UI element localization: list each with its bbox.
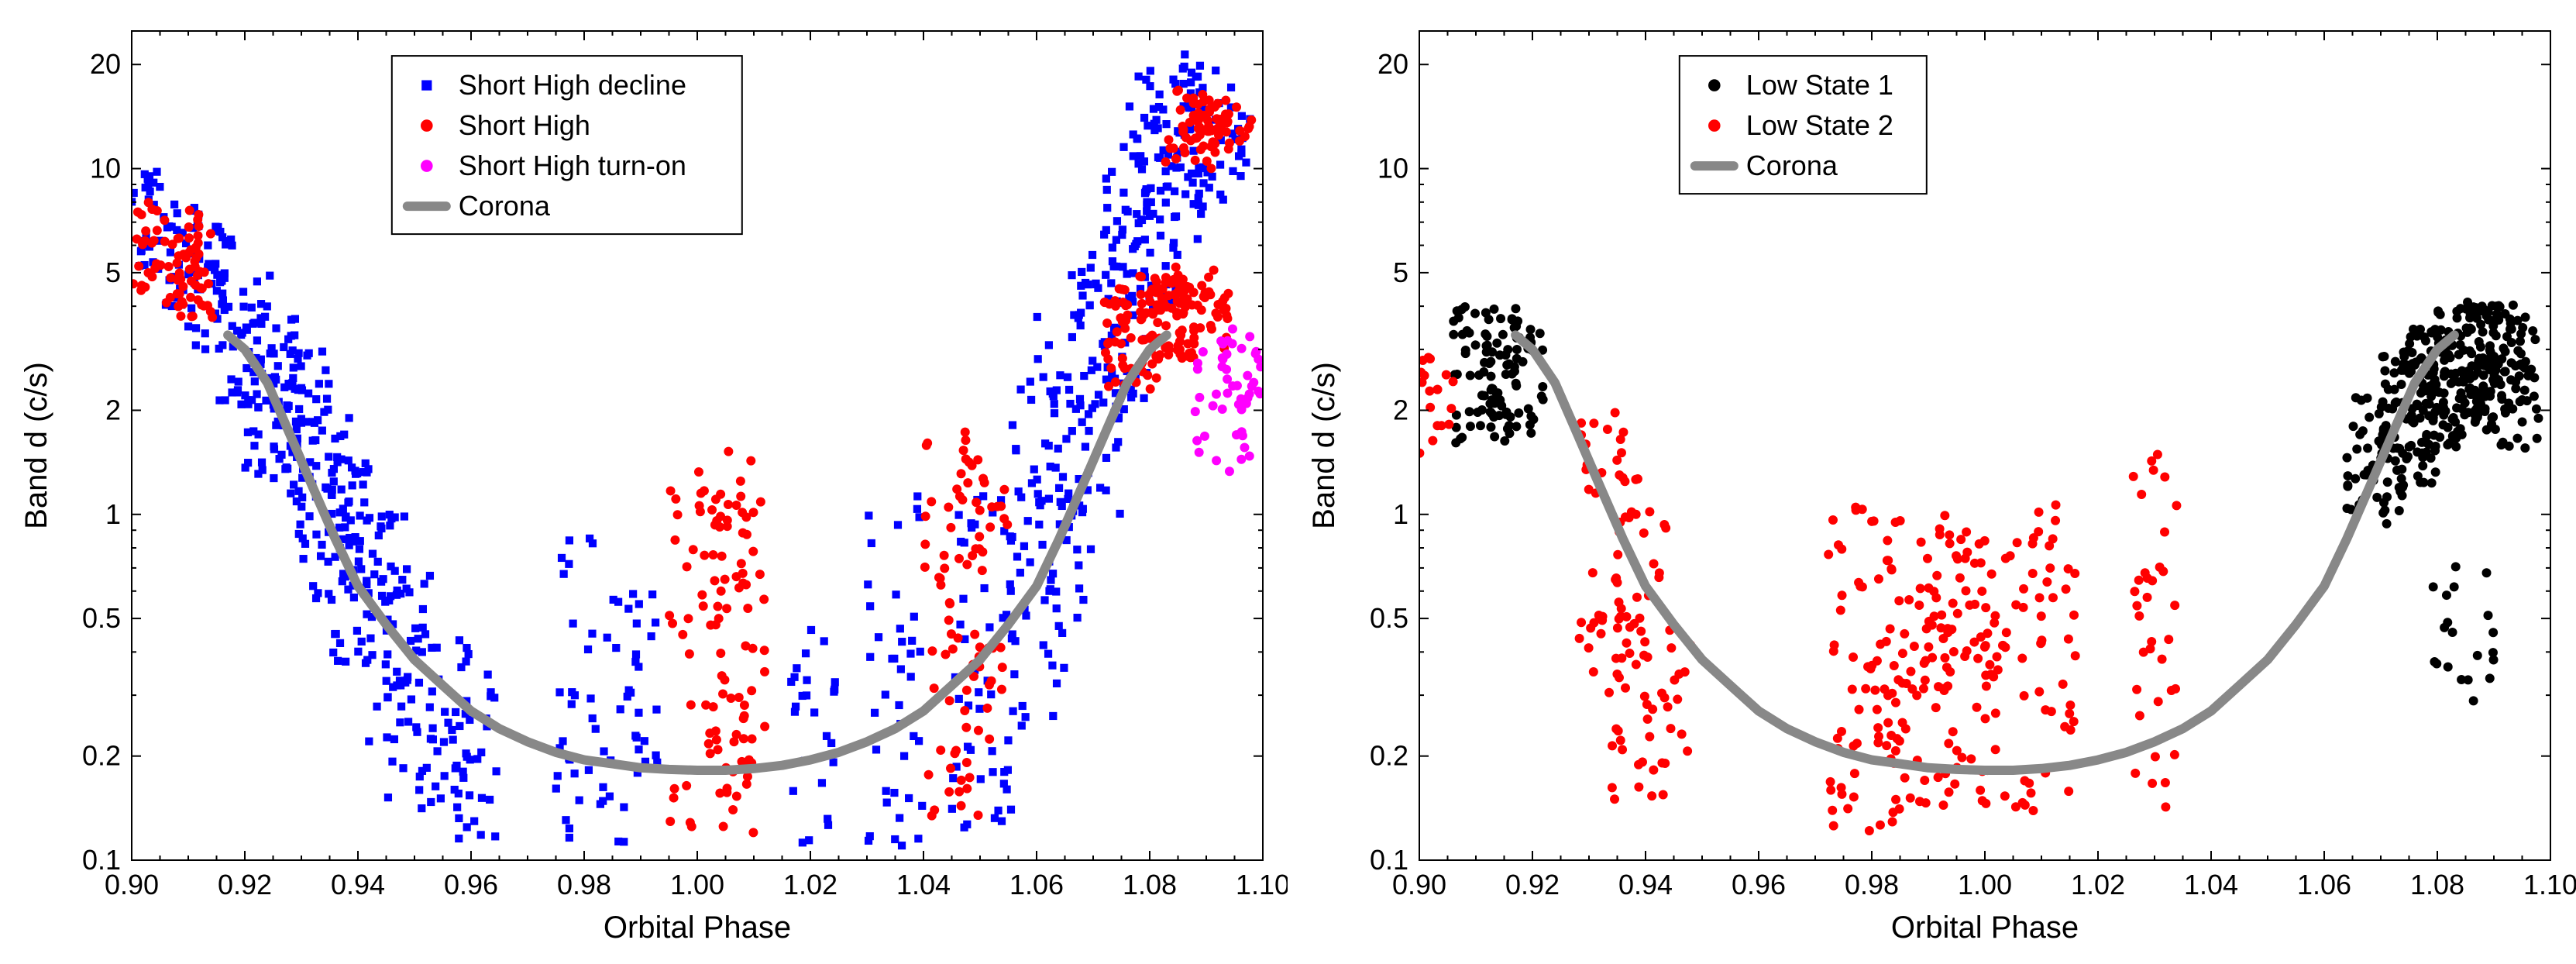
corona-curve xyxy=(1515,335,2454,770)
x-tick-label: 1.02 xyxy=(783,869,837,900)
x-tick-label: 0.98 xyxy=(557,869,611,900)
legend-label: Low State 2 xyxy=(1746,109,1893,141)
y-axis-label: Band d (c/s) xyxy=(19,362,53,529)
x-tick-label: 1.08 xyxy=(1123,869,1177,900)
panel-right: 0.900.920.940.960.981.001.021.041.061.08… xyxy=(1288,0,2576,964)
right-plot-area xyxy=(1415,298,2543,835)
x-tick-label: 1.00 xyxy=(670,869,724,900)
y-tick-label: 2 xyxy=(1393,394,1408,425)
x-tick-label: 1.00 xyxy=(1958,869,2012,900)
y-tick-label: 20 xyxy=(90,48,121,80)
y-tick-label: 10 xyxy=(1377,153,1408,184)
legend: Short High decline Short High Short High t… xyxy=(392,56,742,234)
x-tick-label: 1.06 xyxy=(2297,869,2351,900)
x-tick-label: 1.02 xyxy=(2071,869,2125,900)
x-tick-label: 0.94 xyxy=(331,869,385,900)
x-tick-label: 0.92 xyxy=(218,869,272,900)
y-tick-label: 2 xyxy=(105,394,121,425)
x-tick-label: 1.06 xyxy=(1009,869,1064,900)
x-tick-label: 1.04 xyxy=(2184,869,2238,900)
legend-label: Short High xyxy=(459,109,590,141)
y-tick-label: 0.1 xyxy=(82,844,121,876)
y-tick-label: 5 xyxy=(1393,256,1408,288)
panel-left: 0.900.920.940.960.981.001.021.041.061.08… xyxy=(0,0,1288,964)
legend-label: Corona xyxy=(459,190,551,222)
x-tick-label: 1.08 xyxy=(2410,869,2464,900)
y-tick-label: 1 xyxy=(1393,498,1408,530)
legend: Low State 1 Low State 2 Corona xyxy=(1680,56,1927,194)
y-tick-label: 0.2 xyxy=(1370,740,1408,772)
x-tick-label: 1.04 xyxy=(896,869,951,900)
y-tick-label: 10 xyxy=(90,153,121,184)
x-tick-label: 0.96 xyxy=(1732,869,1786,900)
x-tick-label: 0.96 xyxy=(444,869,498,900)
y-tick-label: 0.5 xyxy=(82,602,121,634)
y-tick-label: 20 xyxy=(1377,48,1408,80)
y-axis-label: Band d (c/s) xyxy=(1307,362,1341,529)
right-svg: 0.900.920.940.960.981.001.021.041.061.08… xyxy=(1288,0,2576,964)
x-tick-label: 0.92 xyxy=(1505,869,1560,900)
x-tick-label: 1.10 xyxy=(1236,869,1288,900)
legend-label: Corona xyxy=(1746,150,1838,181)
y-tick-label: 0.5 xyxy=(1370,602,1408,634)
x-axis-label: Orbital Phase xyxy=(604,911,791,945)
y-tick-label: 1 xyxy=(105,498,121,530)
y-tick-label: 5 xyxy=(105,256,121,288)
left-svg: 0.900.920.940.960.981.001.021.041.061.08… xyxy=(0,0,1288,964)
x-tick-label: 0.94 xyxy=(1618,869,1673,900)
legend-label: Short High decline xyxy=(459,69,686,101)
legend-label: Short High turn-on xyxy=(459,150,686,181)
series-low-state-1 xyxy=(1449,298,2543,705)
y-tick-label: 0.2 xyxy=(82,740,121,772)
x-tick-label: 1.10 xyxy=(2523,869,2576,900)
figure-row: 0.900.920.940.960.981.001.021.041.061.08… xyxy=(0,0,2576,964)
x-tick-label: 0.98 xyxy=(1845,869,1899,900)
x-axis-label: Orbital Phase xyxy=(1891,911,2079,945)
y-tick-label: 0.1 xyxy=(1370,844,1408,876)
legend-label: Low State 1 xyxy=(1746,69,1893,101)
